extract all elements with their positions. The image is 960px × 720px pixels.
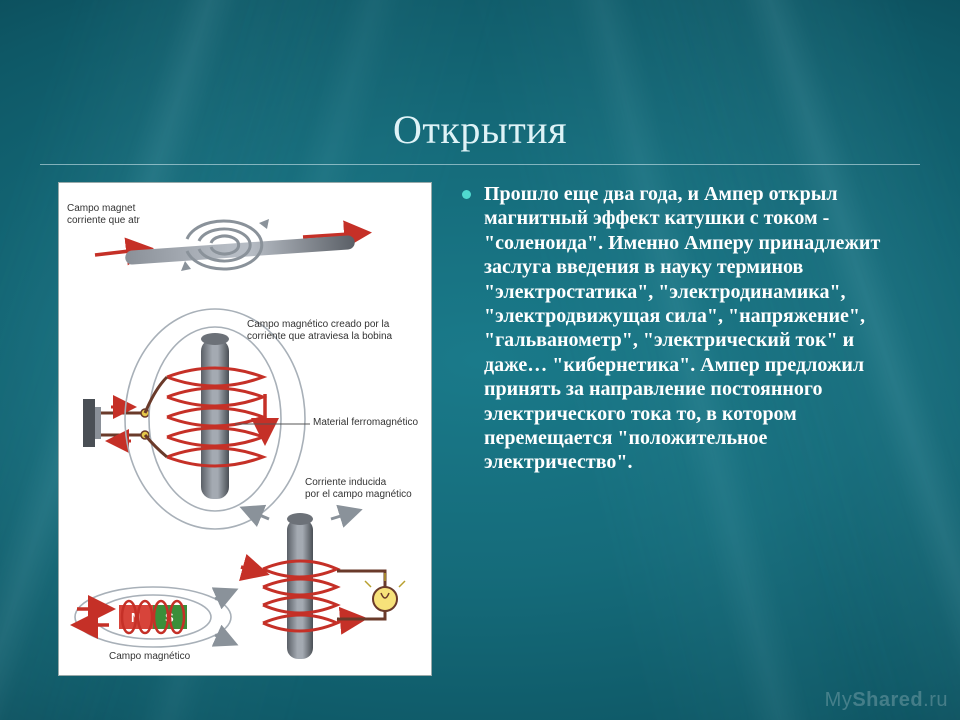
watermark: MyShared.ru — [825, 689, 948, 712]
slide-title: Открытия — [0, 106, 960, 153]
body-text-column: Прошло еще два года, и Ампер открыл магн… — [460, 182, 910, 475]
diagram-middle-solenoid — [83, 309, 310, 529]
diagram-label-induced: Corriente inducida por el campo magnétic… — [305, 477, 412, 500]
diagram-label-topleft: Campo magnet corriente que atr — [67, 203, 140, 226]
title-underline — [40, 164, 920, 165]
diagram-bottom-magnet: N S — [75, 587, 233, 647]
diagram-label-bottomleft: Campo magnético — [109, 651, 190, 663]
body-text: Прошло еще два года, и Ампер открыл магн… — [484, 183, 880, 473]
diagram-figure: N S — [58, 182, 432, 676]
diagram-bottom-induction — [241, 509, 405, 659]
diagram-svg: N S — [65, 189, 425, 669]
body-bullet: Прошло еще два года, и Ампер открыл магн… — [460, 182, 910, 475]
diagram-label-midright: Campo magnético creado por la corriente … — [247, 319, 392, 342]
diagram-label-material: Material ferromagnético — [313, 417, 418, 429]
diagram-top-wire — [95, 219, 365, 271]
